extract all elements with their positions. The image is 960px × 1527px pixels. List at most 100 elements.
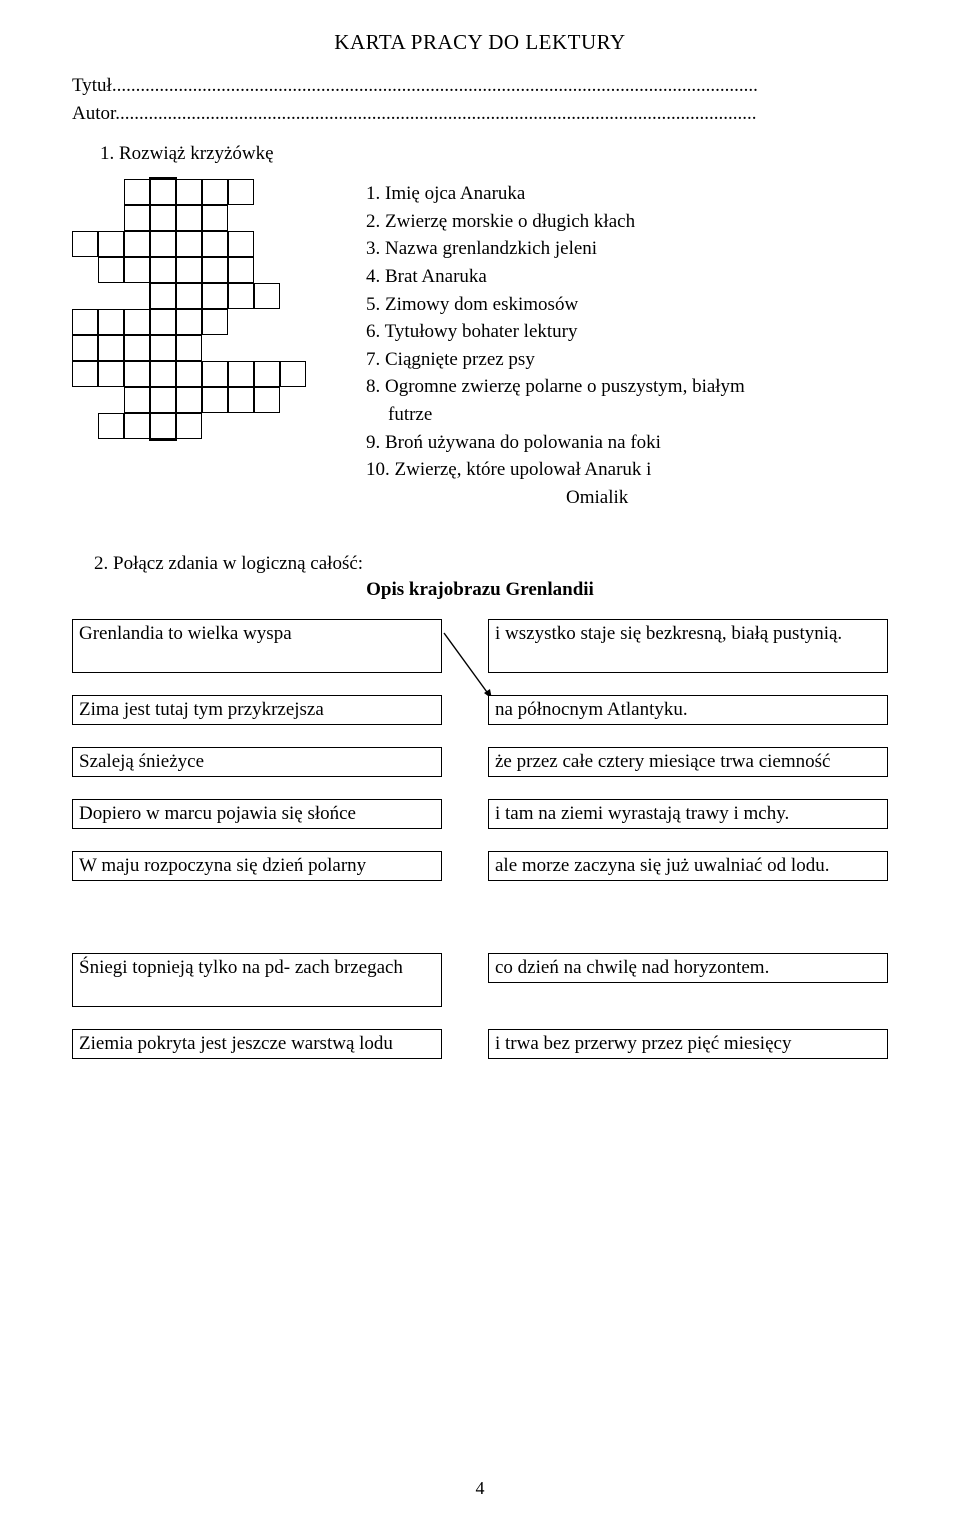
- clue: futrze: [388, 402, 745, 428]
- crossword-empty: [254, 413, 280, 439]
- crossword-cell: [254, 387, 280, 413]
- crossword-empty: [98, 283, 124, 309]
- right-box: że przez całe cztery miesiące trwa ciemn…: [488, 747, 888, 777]
- page-title: KARTA PRACY DO LEKTURY: [72, 30, 888, 55]
- crossword-cell: [72, 335, 98, 361]
- crossword-cell: [150, 231, 176, 257]
- crossword-empty: [124, 283, 150, 309]
- clue: 2. Zwierzę morskie o długich kłach: [366, 209, 745, 235]
- pair-row: Szaleją śnieżyce że przez całe cztery mi…: [72, 747, 888, 777]
- crossword-cell: [98, 231, 124, 257]
- crossword-empty: [254, 179, 280, 205]
- clue: 1. Imię ojca Anaruka: [366, 181, 745, 207]
- crossword-cell: [124, 335, 150, 361]
- pair-row: Dopiero w marcu pojawia się słońce i tam…: [72, 799, 888, 829]
- crossword-empty: [98, 179, 124, 205]
- crossword-cell: [150, 361, 176, 387]
- right-box: ale morze zaczyna się już uwalniać od lo…: [488, 851, 888, 881]
- crossword-cell: [202, 179, 228, 205]
- crossword-cell: [150, 335, 176, 361]
- crossword-empty: [98, 205, 124, 231]
- crossword-cell: [176, 205, 202, 231]
- crossword-cell: [176, 361, 202, 387]
- task2-lead: 2. Połącz zdania w logiczną całość:: [94, 553, 888, 575]
- crossword-empty: [254, 257, 280, 283]
- crossword-cell: [150, 257, 176, 283]
- crossword-empty: [228, 413, 254, 439]
- crossword-cell: [176, 309, 202, 335]
- left-box: Zima jest tutaj tym przykrzejsza: [72, 695, 442, 725]
- left-box: Grenlandia to wielka wyspa: [72, 619, 442, 673]
- crossword-cell: [72, 361, 98, 387]
- crossword-cell: [124, 309, 150, 335]
- crossword-cell: [124, 179, 150, 205]
- crossword-cell: [176, 179, 202, 205]
- crossword-cell: [150, 179, 176, 205]
- crossword-cell: [124, 205, 150, 231]
- right-box: i trwa bez przerwy przez pięć miesięcy: [488, 1029, 888, 1059]
- crossword-empty: [72, 413, 98, 439]
- crossword-cell: [176, 231, 202, 257]
- crossword-cell: [98, 335, 124, 361]
- crossword-cell: [98, 361, 124, 387]
- clue: 5. Zimowy dom eskimosów: [366, 292, 745, 318]
- crossword-cell: [124, 413, 150, 439]
- crossword-empty: [254, 335, 280, 361]
- crossword-cell: [176, 387, 202, 413]
- left-box: Szaleją śnieżyce: [72, 747, 442, 777]
- crossword-cell: [228, 387, 254, 413]
- crossword-cell: [280, 361, 306, 387]
- pair-row: Śniegi topnieją tylko na pd- zach brzega…: [72, 953, 888, 1007]
- crossword-cell: [228, 257, 254, 283]
- crossword-empty: [254, 205, 280, 231]
- clue: 6. Tytułowy bohater lektury: [366, 319, 745, 345]
- crossword-empty: [280, 231, 306, 257]
- crossword-grid: [72, 179, 306, 439]
- crossword-cell: [150, 205, 176, 231]
- crossword-cell: [124, 361, 150, 387]
- crossword-cell: [98, 257, 124, 283]
- crossword-cell: [176, 413, 202, 439]
- pair-row: Ziemia pokryta jest jeszcze warstwą lodu…: [72, 1029, 888, 1059]
- crossword-cell: [202, 257, 228, 283]
- crossword-cell: [98, 413, 124, 439]
- crossword-empty: [280, 283, 306, 309]
- crossword-cell: [202, 361, 228, 387]
- pairs-gap: [72, 903, 888, 931]
- crossword-empty: [280, 205, 306, 231]
- crossword-cell: [150, 309, 176, 335]
- author-field-line: Autor...................................…: [72, 103, 888, 125]
- crossword-cell: [72, 309, 98, 335]
- crossword-empty: [254, 231, 280, 257]
- crossword-cell: [228, 283, 254, 309]
- crossword-empty: [280, 413, 306, 439]
- crossword-empty: [202, 413, 228, 439]
- task1-header: 1. Rozwiąż krzyżówkę: [100, 143, 888, 165]
- page: KARTA PRACY DO LEKTURY Tytuł............…: [0, 0, 960, 1527]
- pair-row: Zima jest tutaj tym przykrzejsza na półn…: [72, 695, 888, 725]
- crossword-empty: [280, 387, 306, 413]
- left-box: Ziemia pokryta jest jeszcze warstwą lodu: [72, 1029, 442, 1059]
- crossword-empty: [228, 335, 254, 361]
- crossword-cell: [150, 283, 176, 309]
- right-box: i wszystko staje się bezkresną, białą pu…: [488, 619, 888, 673]
- crossword-cell: [202, 205, 228, 231]
- crossword-empty: [228, 309, 254, 335]
- crossword-empty: [98, 387, 124, 413]
- crossword-empty: [72, 283, 98, 309]
- right-box: i tam na ziemi wyrastają trawy i mchy.: [488, 799, 888, 829]
- clue: 3. Nazwa grenlandzkich jeleni: [366, 236, 745, 262]
- page-number: 4: [0, 1478, 960, 1499]
- crossword-cell: [150, 413, 176, 439]
- crossword-cell: [254, 361, 280, 387]
- crossword-cell: [202, 231, 228, 257]
- crossword-cell: [124, 387, 150, 413]
- clues-list: 1. Imię ojca Anaruka 2. Zwierzę morskie …: [366, 179, 745, 513]
- crossword-empty: [202, 335, 228, 361]
- crossword-cell: [202, 283, 228, 309]
- crossword-cell: [254, 283, 280, 309]
- task2-title: Opis krajobrazu Grenlandii: [72, 579, 888, 601]
- pair-row: W maju rozpoczyna się dzień polarny ale …: [72, 851, 888, 881]
- crossword-cell: [202, 309, 228, 335]
- pair-row: Grenlandia to wielka wyspa i wszystko st…: [72, 619, 888, 673]
